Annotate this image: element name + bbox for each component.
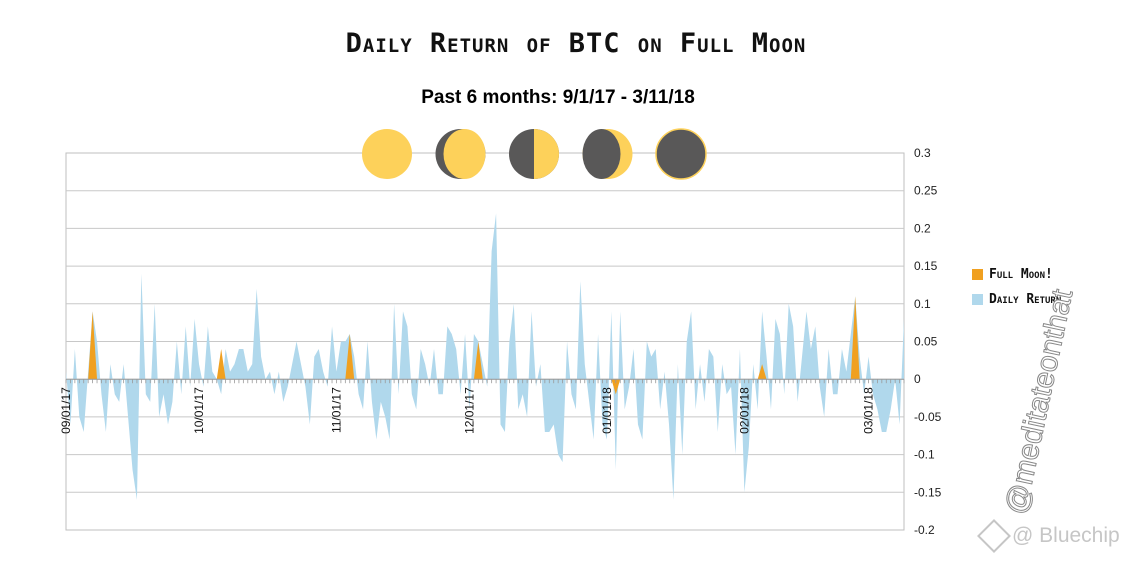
bluechip-logo-icon (977, 519, 1011, 553)
last-quarter-icon (509, 129, 559, 179)
watermark-brand: @ Bluechip (977, 519, 1120, 553)
x-tick-label: 01/01/18 (600, 387, 614, 434)
new-moon-icon (655, 128, 707, 180)
chart-subtitle: Past 6 months: 9/1/17 - 3/11/18 (421, 87, 695, 108)
y-tick-label: 0.15 (914, 259, 938, 273)
y-tick-label: 0.05 (914, 335, 938, 349)
legend: Full Moon! Daily Return (972, 262, 1061, 312)
legend-item-daily-return: Daily Return (972, 287, 1061, 312)
y-tick-label: -0.05 (914, 410, 942, 424)
y-tick-label: 0.3 (914, 146, 931, 160)
x-tick-label: 10/01/17 (192, 387, 206, 434)
y-tick-label: 0.2 (914, 221, 931, 235)
legend-swatch-daily-return (972, 294, 983, 305)
y-tick-label: 0 (914, 372, 921, 386)
x-tick-label: 03/01/18 (862, 387, 876, 434)
x-tick-label: 11/01/17 (329, 387, 343, 433)
legend-label-full-moon: Full Moon! (989, 267, 1053, 282)
x-tick-label: 12/01/17 (462, 387, 476, 434)
chart-title: Daily Return of BTC on Full Moon (345, 28, 807, 59)
legend-swatch-full-moon (972, 269, 983, 280)
y-tick-label: -0.1 (914, 448, 935, 462)
y-tick-label: -0.2 (914, 523, 935, 537)
legend-label-daily-return: Daily Return (989, 292, 1062, 307)
x-tick-label: 02/01/18 (737, 387, 751, 434)
waning-gibbous-icon (435, 129, 486, 179)
x-tick-label: 09/01/17 (59, 387, 73, 434)
watermark-brand-text: @ Bluechip (1012, 524, 1120, 547)
series-area-daily-return (66, 213, 904, 500)
legend-item-full-moon: Full Moon! (972, 262, 1061, 287)
y-tick-label: 0.25 (914, 184, 938, 198)
y-tick-label: -0.15 (914, 485, 942, 499)
full-moon-icon (362, 129, 412, 179)
waning-crescent-icon (582, 129, 633, 179)
y-tick-label: 0.1 (914, 297, 931, 311)
